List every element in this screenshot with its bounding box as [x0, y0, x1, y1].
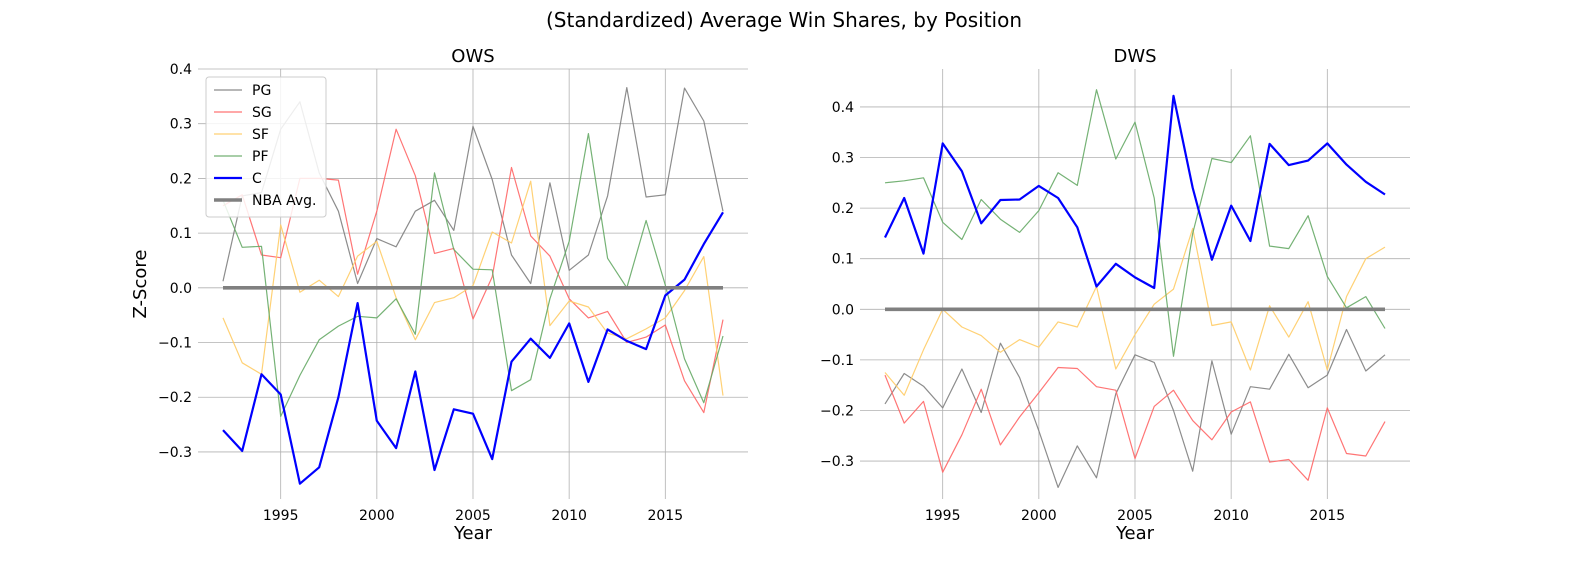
dws-ytick-label: −0.3 [820, 454, 854, 470]
dws-ytick-label: 0.3 [832, 151, 854, 167]
dws-xtick-label: 2010 [1213, 508, 1249, 524]
figure-title: (Standardized) Average Win Shares, by Po… [546, 8, 1022, 32]
ows-ytick-label: −0.1 [158, 336, 192, 352]
ows-x-axis-label: Year [453, 523, 493, 544]
dws-xtick-label: 2015 [1309, 508, 1345, 524]
dws-series-sg-line [884, 366, 1386, 481]
ows-legend-label-nba-avg: NBA Avg. [252, 193, 316, 209]
dws-series-pf-line [884, 89, 1386, 357]
dws-ytick-label: 0.4 [832, 100, 854, 116]
dws-series-pg-line [884, 328, 1386, 488]
dws-ytick-label: 0.1 [832, 252, 854, 268]
ows-xtick-label: 1995 [263, 508, 299, 524]
dws-xtick-label: 1995 [925, 508, 961, 524]
dws-xtick-label: 2000 [1021, 508, 1057, 524]
dws-ytick-label: 0.0 [832, 302, 854, 318]
ows-legend-label-sg: SG [252, 105, 272, 121]
dws-ytick-label: −0.2 [820, 403, 854, 419]
ows-xtick-label: 2010 [551, 508, 587, 524]
ows-legend: PG SG SF PF C NBA Avg. [205, 76, 327, 218]
dws-series-sf-line [884, 227, 1386, 396]
ows-series-pf-line [222, 133, 724, 417]
dws-panel: 1995 2000 2005 2010 2015 −0.3 −0.2 −0.1 0.0 0.1 0.… [820, 46, 1410, 544]
ows-ytick-label: 0.0 [170, 281, 192, 297]
dws-panel-title: DWS [1113, 46, 1156, 67]
ows-series-c-line [222, 211, 724, 485]
ows-ytick-label: −0.3 [158, 445, 192, 461]
dws-ytick-label: −0.1 [820, 353, 854, 369]
ows-ytick-label: 0.4 [170, 62, 192, 78]
ows-panel-title: OWS [451, 46, 494, 67]
ows-legend-label-pf: PF [252, 149, 269, 165]
ows-legend-label-pg: PG [252, 83, 271, 99]
ows-panel: 1995 2000 2005 2010 2015 −0.3 −0.2 −0.1 0.0 0.1 0.… [130, 46, 748, 544]
ows-ytick-label: 0.2 [170, 171, 192, 187]
dws-ytick-label: 0.2 [832, 201, 854, 217]
dws-xtick-label: 2005 [1117, 508, 1153, 524]
ows-ytick-label: 0.1 [170, 226, 192, 242]
ows-legend-label-sf: SF [252, 127, 269, 143]
ows-legend-label-c: C [252, 171, 262, 187]
ows-ytick-label: 0.3 [170, 117, 192, 133]
ows-y-axis-label: Z-Score [130, 250, 151, 319]
ows-xtick-label: 2015 [647, 508, 683, 524]
dws-series-c-line [884, 94, 1386, 290]
ows-ytick-label: −0.2 [158, 390, 192, 406]
dws-x-axis-label: Year [1115, 523, 1155, 544]
ows-xtick-label: 2005 [455, 508, 491, 524]
ows-xtick-label: 2000 [359, 508, 395, 524]
